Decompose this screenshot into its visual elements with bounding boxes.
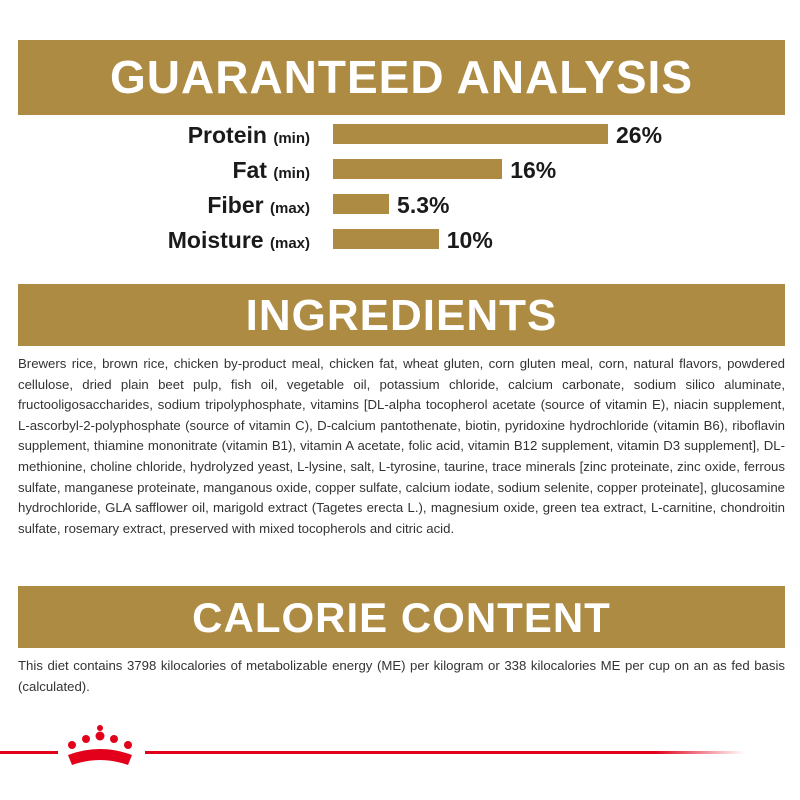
value-label: 10% — [446, 227, 493, 253]
nutrient-name: Moisture — [167, 227, 264, 253]
ingredients-text: Brewers rice, brown rice, chicken by-pro… — [18, 356, 785, 536]
value-label: 26% — [616, 122, 663, 148]
bar — [333, 229, 439, 249]
nutrient-label: Moisture (max) — [168, 225, 310, 259]
analysis-row: Fiber (max) 5.3% — [0, 190, 800, 225]
section-title: GUARANTEED ANALYSIS — [18, 40, 785, 115]
analysis-row: Fat (min) 16% — [0, 155, 800, 190]
nutrient-qualifier: (max) — [269, 200, 310, 217]
analysis-row: Protein (min) 26% — [0, 120, 800, 155]
nutrient-label: Protein (min) — [188, 120, 310, 154]
nutrient-name: Protein — [187, 122, 267, 148]
section-title: CALORIE CONTENT — [18, 586, 785, 648]
nutrient-label: Fiber (max) — [207, 190, 310, 224]
value-label: 16% — [510, 157, 557, 183]
nutrient-qualifier: (min) — [273, 165, 310, 182]
calorie-text: This diet contains 3798 kilocalories of … — [18, 658, 785, 694]
nutrient-qualifier: (max) — [269, 235, 310, 252]
bar — [333, 159, 503, 179]
value-label: 5.3% — [397, 192, 450, 218]
bar — [333, 124, 608, 144]
nutrient-qualifier: (min) — [273, 130, 310, 147]
nutrient-name: Fiber — [207, 192, 264, 218]
footer-logo — [0, 725, 745, 765]
nutrient-label: Fat (min) — [232, 155, 310, 189]
analysis-row: Moisture (max) 10% — [0, 225, 800, 260]
nutrient-name: Fat — [232, 157, 267, 183]
bar — [333, 194, 390, 214]
section-title: INGREDIENTS — [18, 284, 785, 346]
